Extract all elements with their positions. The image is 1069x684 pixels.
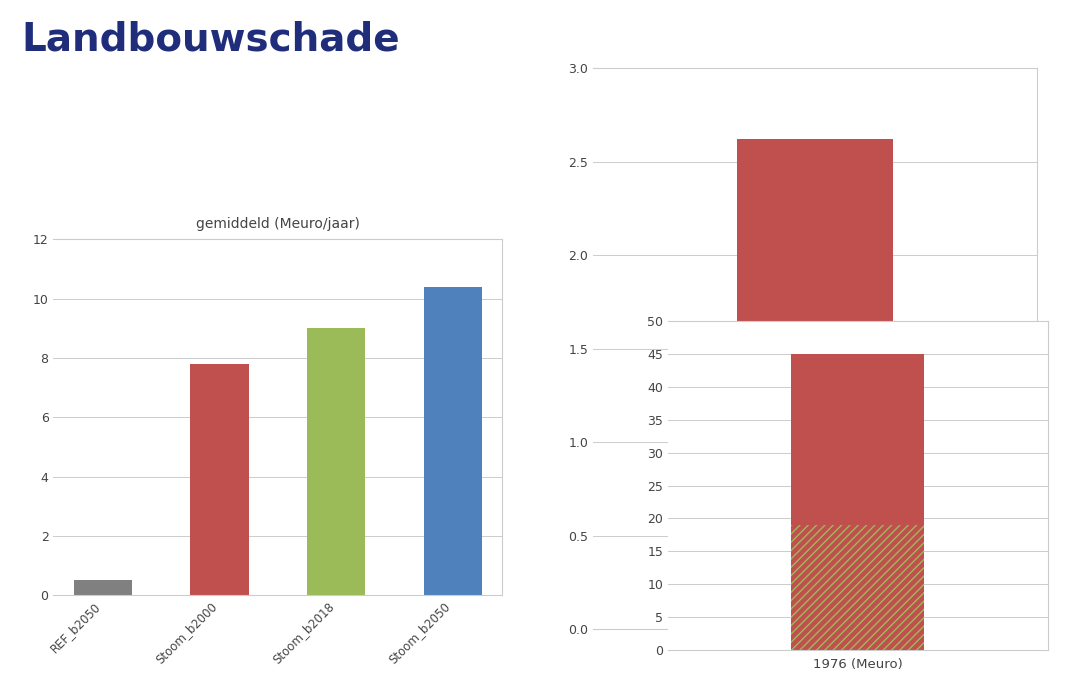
X-axis label: 1976 (Meuro): 1976 (Meuro) [814, 658, 902, 671]
Bar [738, 336, 893, 629]
Bar [307, 328, 366, 595]
Bar [738, 140, 893, 336]
Bar [791, 354, 925, 525]
Bar [791, 525, 925, 650]
X-axis label: gemiddeld (Meuro/jaar): gemiddeld (Meuro/jaar) [737, 637, 894, 650]
Text: Landbouwschade: Landbouwschade [21, 21, 400, 59]
Bar [791, 525, 925, 650]
Bar [738, 336, 893, 629]
Bar [190, 364, 249, 595]
Bar [74, 580, 133, 595]
Title: gemiddeld (Meuro/jaar): gemiddeld (Meuro/jaar) [196, 218, 360, 231]
Bar [423, 287, 482, 595]
